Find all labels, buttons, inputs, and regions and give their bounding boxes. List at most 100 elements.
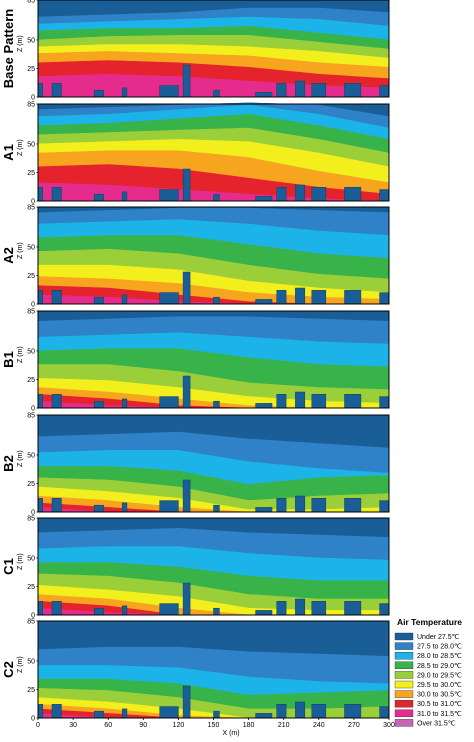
building-8: [255, 610, 273, 616]
building-6: [182, 64, 191, 98]
legend-entry-label: 27.5 to 28.0℃: [417, 644, 462, 651]
panel-frame: [37, 414, 390, 513]
y-tick-label: 25: [27, 273, 35, 280]
y-tick-label: 50: [27, 37, 35, 44]
building-5: [159, 396, 179, 409]
building-13: [379, 292, 390, 305]
building-9: [276, 498, 287, 513]
building-13: [379, 706, 390, 719]
y-tick-label: 85: [27, 309, 35, 316]
building-10: [295, 391, 306, 409]
building-4: [121, 605, 128, 616]
panel-frame: [37, 103, 390, 202]
building-3: [93, 504, 104, 513]
panel-frame: [37, 0, 390, 98]
building-8: [255, 713, 273, 719]
building-10: [295, 495, 306, 513]
legend-entry-label: 31.0 to 31.5℃: [417, 711, 462, 718]
building-4: [121, 398, 128, 409]
panel-frame: [37, 310, 390, 409]
legend-entry-label: 29.0 to 29.5℃: [417, 672, 462, 679]
legend-swatch: [394, 719, 414, 727]
panel-label: C2: [1, 661, 16, 678]
y-tick-label: 50: [27, 141, 35, 148]
building-2: [51, 83, 62, 98]
building-7: [213, 607, 220, 616]
legend-entry-label: Under 27.5℃: [417, 634, 460, 641]
building-6: [182, 168, 191, 202]
y-tick-label: 25: [27, 687, 35, 694]
y-axis-label: Z (m): [17, 346, 24, 363]
building-9: [276, 187, 287, 202]
y-tick-label: 0: [31, 199, 35, 206]
y-tick-label: 85: [27, 0, 35, 5]
building-12: [344, 83, 362, 98]
y-tick-label: 0: [31, 716, 35, 723]
y-tick-label: 25: [27, 584, 35, 591]
building-4: [121, 87, 128, 98]
building-1: [37, 290, 43, 305]
building-13: [379, 189, 390, 202]
panel-6: 0 25 50 85 Z (m)C1: [1, 516, 390, 620]
building-3: [93, 193, 104, 202]
panel-label: C1: [1, 558, 16, 575]
building-8: [255, 403, 273, 409]
building-7: [213, 710, 220, 719]
building-7: [213, 504, 220, 513]
panel-label: Base Pattern: [1, 9, 16, 89]
y-tick-label: 85: [27, 619, 35, 626]
legend-swatch: [394, 671, 414, 679]
building-12: [344, 601, 362, 616]
building-8: [255, 196, 273, 202]
building-8: [255, 299, 273, 305]
building-10: [295, 184, 306, 202]
y-tick-label: 50: [27, 658, 35, 665]
building-4: [121, 502, 128, 513]
panel-1: 0 25 50 85 Z (m)Base Pattern: [1, 0, 390, 102]
panel-label: B1: [1, 351, 16, 368]
building-9: [276, 394, 287, 409]
y-tick-label: 85: [27, 413, 35, 420]
building-6: [182, 479, 191, 513]
panel-label: A2: [1, 247, 16, 264]
building-6: [182, 375, 191, 409]
building-3: [93, 296, 104, 305]
legend-entry-label: 30.5 to 31.0℃: [417, 701, 462, 708]
y-tick-label: 85: [27, 102, 35, 109]
building-3: [93, 400, 104, 409]
legend-swatch: [394, 632, 414, 641]
y-tick-label: 0: [31, 302, 35, 309]
x-tick-label: 0: [36, 722, 40, 729]
y-tick-label: 50: [27, 555, 35, 562]
legend-swatch: [394, 661, 414, 669]
x-axis-label: X (m): [222, 730, 239, 737]
building-11: [311, 704, 327, 719]
panel-5: 0 25 50 85 Z (m)B2: [1, 413, 390, 517]
x-tick-label: 300: [383, 722, 395, 729]
y-tick-label: 85: [27, 205, 35, 212]
building-3: [93, 89, 104, 98]
y-axis-label: Z (m): [17, 450, 24, 467]
building-8: [255, 507, 273, 513]
legend-title: Air Temperature: [397, 617, 462, 627]
building-6: [182, 685, 191, 719]
y-axis-label: Z (m): [17, 139, 24, 156]
building-1: [37, 601, 43, 616]
building-9: [276, 601, 287, 616]
y-tick-label: 25: [27, 481, 35, 488]
building-12: [344, 498, 362, 513]
building-4: [121, 191, 128, 202]
building-12: [344, 290, 362, 305]
y-tick-label: 0: [31, 406, 35, 413]
panel-frame: [37, 517, 390, 616]
building-13: [379, 396, 390, 409]
building-1: [37, 704, 43, 719]
building-2: [51, 290, 62, 305]
building-2: [51, 187, 62, 202]
building-9: [276, 83, 287, 98]
building-1: [37, 498, 43, 513]
building-10: [295, 80, 306, 98]
building-4: [121, 708, 128, 719]
building-13: [379, 500, 390, 513]
